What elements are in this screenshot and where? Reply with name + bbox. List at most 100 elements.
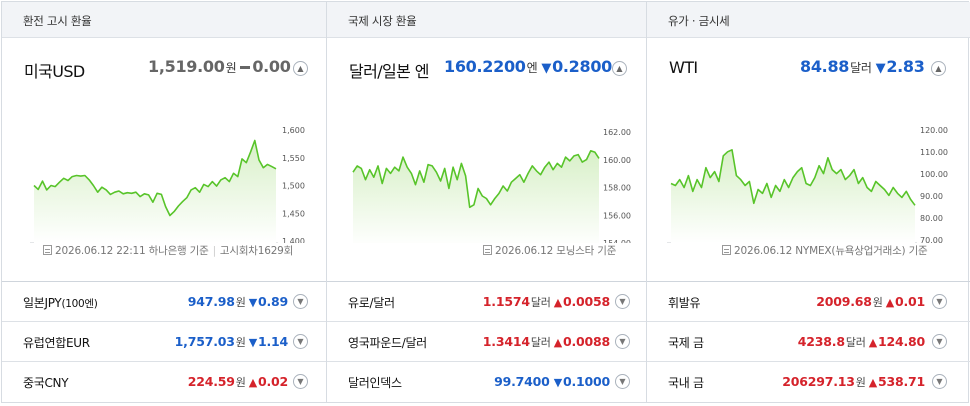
item-change: 0.0088 <box>562 334 610 349</box>
chevron-up-icon[interactable]: ▲ <box>293 61 308 76</box>
item-name: 일본JPY <box>23 296 62 310</box>
item-change: 538.71 <box>877 374 925 389</box>
main-quote-value: 1,519.00원 0.00 <box>148 57 291 76</box>
quote-change: 0.2800 <box>552 57 613 76</box>
y-tick-label: 110.00 <box>920 148 948 157</box>
document-icon <box>722 245 731 255</box>
list-item[interactable]: 유로/달러 1.1574달러 ▲0.0058 ▼ <box>327 281 646 321</box>
list-item[interactable]: 휘발유 2009.68원 ▲0.01 ▼ <box>647 281 970 321</box>
main-quote-value: 84.88달러 ▼2.83 <box>800 57 925 76</box>
list-item[interactable]: 중국CNY 224.59원 ▲0.02 ▼ <box>2 361 326 401</box>
item-quote: 2009.68원 ▲0.01 <box>816 294 925 310</box>
item-value: 4238.8 <box>797 334 845 349</box>
list-item[interactable]: 달러인덱스 99.7400 ▼0.1000 ▼ <box>327 361 646 401</box>
source-provider: NYMEX(뉴욕상업거래소) 기준 <box>795 245 928 257</box>
y-tick-label: 120.00 <box>920 126 948 135</box>
quote-value: 160.2200 <box>444 57 526 76</box>
source-note: 2026.06.12 NYMEX(뉴욕상업거래소) 기준 <box>647 243 970 258</box>
y-tick-label: 80.00 <box>920 214 943 223</box>
item-value: 224.59 <box>187 374 235 389</box>
chevron-down-icon[interactable]: ▼ <box>615 294 630 309</box>
list-item[interactable]: 유럽연합EUR 1,757.03원 ▼1.14 ▼ <box>2 321 326 361</box>
item-change: 124.80 <box>877 334 925 349</box>
main-quote-title: 미국USD <box>24 62 85 81</box>
item-label: 휘발유 <box>668 296 701 310</box>
item-change: 1.14 <box>257 334 288 349</box>
panel-header: 환전 고시 환율 <box>2 2 326 38</box>
item-quote: 1,757.03원 ▼1.14 <box>174 334 289 350</box>
item-name-unit: (100엔) <box>61 298 98 310</box>
y-tick-label: 1,600 <box>282 126 305 135</box>
rate-list: 유로/달러 1.1574달러 ▲0.0058 ▼ 영국파운드/달러 1.3414달… <box>327 281 646 401</box>
separator: | <box>212 245 217 257</box>
item-unit: 원 <box>235 376 246 389</box>
series-line <box>670 149 916 206</box>
item-name: 중국CNY <box>23 376 69 390</box>
quote-unit: 엔 <box>526 61 538 75</box>
up-arrow-icon: ▲ <box>868 376 877 389</box>
y-tick-label: 158.00 <box>603 184 631 193</box>
series-line <box>352 150 600 209</box>
item-label: 국내 금 <box>668 376 704 390</box>
panel-oil-gold: 유가 · 금시세 WTI 84.88달러 ▼2.83 ▲ 120.00 110.00… <box>647 2 970 402</box>
rate-list: 일본JPY(100엔) 947.98원 ▼0.89 ▼ 유럽연합EUR 1,757… <box>2 281 326 401</box>
item-value: 2009.68 <box>816 294 872 309</box>
chevron-down-icon[interactable]: ▼ <box>932 334 947 349</box>
item-quote: 99.7400 ▼0.1000 <box>494 374 610 389</box>
item-name: 유럽연합EUR <box>23 336 90 350</box>
item-label: 일본JPY(100엔) <box>23 294 98 311</box>
source-note: 2026.06.12 모닝스타 기준 <box>327 243 646 258</box>
panel-header: 국제 시장 환율 <box>327 2 646 38</box>
chevron-down-icon[interactable]: ▼ <box>293 294 308 309</box>
main-quote[interactable]: WTI 84.88달러 ▼2.83 ▲ 120.00 110.00 100.00 90.… <box>647 38 970 281</box>
item-label: 유럽연합EUR <box>23 334 90 351</box>
item-label: 유로/달러 <box>348 296 395 310</box>
document-icon <box>43 245 52 255</box>
list-item[interactable]: 영국파운드/달러 1.3414달러 ▲0.0088 ▼ <box>327 321 646 361</box>
chevron-down-icon[interactable]: ▼ <box>293 374 308 389</box>
chevron-down-icon[interactable]: ▼ <box>293 334 308 349</box>
y-tick-label: 156.00 <box>603 211 631 220</box>
chevron-up-icon[interactable]: ▲ <box>931 61 946 76</box>
item-quote: 4238.8달러 ▲124.80 <box>798 334 925 350</box>
chevron-down-icon[interactable]: ▼ <box>932 374 947 389</box>
y-tick-label: 160.00 <box>603 156 631 165</box>
source-extra: 고시회차1629회 <box>219 245 294 257</box>
item-change: 0.0058 <box>562 294 610 309</box>
rate-list: 휘발유 2009.68원 ▲0.01 ▼ 국제 금 4238.8달러 ▲124.80… <box>647 281 970 401</box>
item-quote: 1.1574달러 ▲0.0058 <box>483 294 610 310</box>
item-unit: 달러 <box>845 336 866 349</box>
source-date: 2026.06.12 22:11 <box>55 245 146 257</box>
item-unit: 달러 <box>530 336 551 349</box>
list-item[interactable]: 국제 금 4238.8달러 ▲124.80 ▼ <box>647 321 970 361</box>
chevron-up-icon[interactable]: ▲ <box>612 61 627 76</box>
list-item[interactable]: 일본JPY(100엔) 947.98원 ▼0.89 ▼ <box>2 281 326 321</box>
panel-exchange-notice: 환전 고시 환율 미국USD 1,519.00원 0.00 ▲ 1,600 1,55… <box>2 2 327 402</box>
chevron-down-icon[interactable]: ▼ <box>932 294 947 309</box>
flat-icon <box>240 65 251 69</box>
item-value: 99.7400 <box>494 374 550 389</box>
y-tick-label: 1,450 <box>282 209 305 218</box>
list-item[interactable]: 국내 금 206297.13원 ▲538.71 ▼ <box>647 361 970 401</box>
series-area <box>34 140 276 243</box>
y-tick-label: 154.00 <box>603 239 631 243</box>
source-provider: 모닝스타 기준 <box>556 245 617 257</box>
down-arrow-icon: ▼ <box>553 376 562 389</box>
item-label: 중국CNY <box>23 374 69 391</box>
item-value: 1,757.03 <box>174 334 235 349</box>
main-quote[interactable]: 미국USD 1,519.00원 0.00 ▲ 1,600 1,550 1,500 1,4… <box>2 38 326 281</box>
y-tick-label: 100.00 <box>920 170 948 179</box>
quote-unit: 원 <box>225 61 237 75</box>
main-quote[interactable]: 달러/일본 엔 160.2200엔 ▼0.2800 ▲ 162.00 160.00 1… <box>327 38 646 281</box>
main-quote-title: WTI <box>669 58 698 77</box>
chevron-down-icon[interactable]: ▼ <box>615 374 630 389</box>
up-arrow-icon: ▲ <box>553 296 562 309</box>
y-tick-label: 90.00 <box>920 192 943 201</box>
up-arrow-icon: ▲ <box>868 336 877 349</box>
item-unit: 원 <box>855 376 866 389</box>
chevron-down-icon[interactable]: ▼ <box>615 334 630 349</box>
quote-change: 0.00 <box>252 57 291 76</box>
item-change: 0.89 <box>257 294 288 309</box>
down-arrow-icon: ▼ <box>875 61 886 76</box>
